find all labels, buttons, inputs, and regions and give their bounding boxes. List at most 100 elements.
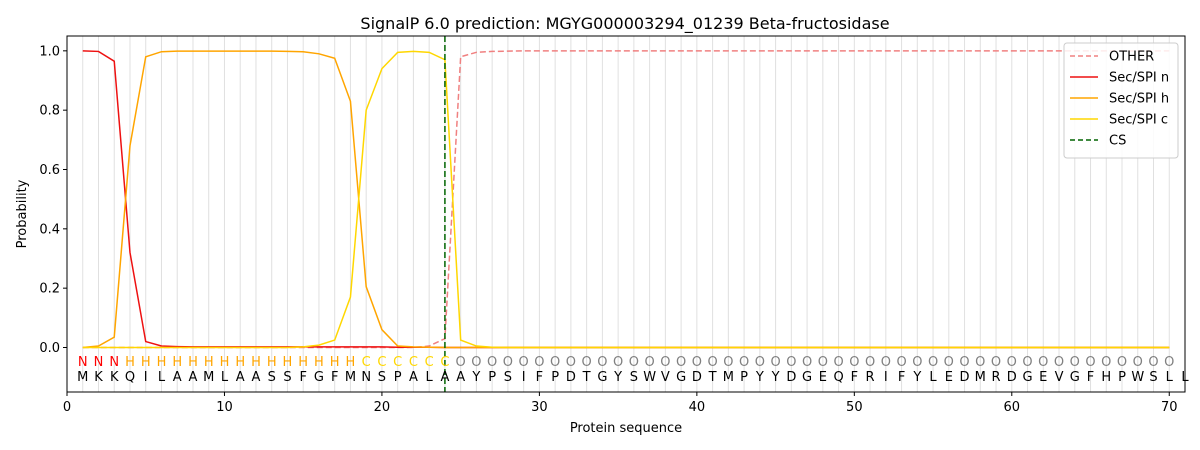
annotation-label: O [471,355,481,370]
annotation-label: O [865,355,875,370]
annotation-label: O [692,355,702,370]
sequence-residue: S [378,370,386,385]
sequence-residue: K [94,370,103,385]
sequence-residue: M [203,370,214,385]
annotation-label: H [346,355,356,370]
annotation-label: O [739,355,749,370]
sequence-residue: L [158,370,166,385]
y-tick-label: 0.4 [39,222,60,237]
sequence-residue: D [786,370,796,385]
sequence-residue: L [929,370,937,385]
annotation-label: O [707,355,717,370]
annotation-label: H [204,355,214,370]
sequence-residue: I [884,370,888,385]
annotation-label: O [519,355,529,370]
annotation-label: O [566,355,576,370]
annotation-label: O [975,355,985,370]
sequence-residue: T [582,370,591,385]
y-tick-label: 0.8 [39,104,60,119]
sequence-residue: P [1118,370,1126,385]
annotation-label: H [235,355,245,370]
sequence-residue: P [394,370,402,385]
annotation-label: O [959,355,969,370]
legend-label: Sec/SPI c [1109,113,1168,128]
sequence-residue: A [173,370,182,385]
series-line-1 [82,50,1170,349]
annotation-label: O [597,355,607,370]
sequence-residue: P [488,370,496,385]
legend: OTHER Sec/SPI n Sec/SPI h Sec/SPI c CS [1063,42,1179,159]
chart-title: SignalP 6.0 prediction: MGYG000003294_01… [360,14,889,34]
sequence-residue: F [331,370,338,385]
sequence-residue: A [189,370,198,385]
sequence-residue: W [1131,370,1144,385]
annotation-label: O [770,355,780,370]
annotation-label: O [550,355,560,370]
sequence-residue: Y [912,370,921,385]
vertical-gridlines [82,36,1186,392]
sequence-residue: G [597,370,607,385]
annotation-label: N [94,355,104,370]
sequence-residue: T [708,370,717,385]
y-tick-label: 1.0 [39,44,60,59]
annotation-label: O [755,355,765,370]
x-tick-label: 10 [216,400,233,415]
sequence-residue: G [1070,370,1080,385]
annotation-label: H [157,355,167,370]
x-tick-label: 70 [1161,400,1178,415]
annotation-label: O [1148,355,1158,370]
sequence-residue: M [723,370,734,385]
annotation-label: O [1117,355,1127,370]
annotation-label: O [534,355,544,370]
annotation-label: O [928,355,938,370]
sequence-residue: Y [771,370,780,385]
x-tick-label: 20 [374,400,391,415]
sequence-residue: G [314,370,324,385]
x-axis-label: Protein sequence [570,421,682,436]
x-tick-label: 60 [1004,400,1021,415]
annotation-label: O [1070,355,1080,370]
x-tick-label: 50 [846,400,863,415]
sequence-residue: Q [125,370,135,385]
annotation-label: O [1022,355,1032,370]
sequence-residue: Q [833,370,843,385]
annotation-label: O [629,355,639,370]
annotation-label: O [802,355,812,370]
sequence-residue: F [536,370,543,385]
plot-frame [66,35,1186,393]
annotation-label: C [425,355,434,370]
sequence-residue: A [409,370,418,385]
x-tick-label: 30 [531,400,548,415]
annotation-label: O [676,355,686,370]
annotation-label: O [503,355,513,370]
sequence-residue: I [144,370,148,385]
annotation-label: O [833,355,843,370]
sequence-residue: D [960,370,970,385]
sequence-residue: D [566,370,576,385]
annotation-label: H [314,355,324,370]
sequence-residue: P [740,370,748,385]
sequence-residue: S [1149,370,1157,385]
annotation-label: H [172,355,182,370]
annotation-label: C [409,355,418,370]
annotation-label: O [1133,355,1143,370]
sequence-residue: G [802,370,812,385]
sequence-residue: E [1039,370,1047,385]
annotation-label: H [298,355,308,370]
annotation-label: O [818,355,828,370]
annotation-label: O [613,355,623,370]
annotation-label: O [881,355,891,370]
annotation-label: O [582,355,592,370]
legend-label: Sec/SPI h [1109,92,1169,107]
legend-label: CS [1109,134,1126,149]
sequence-residue: A [440,370,449,385]
annotation-label: O [487,355,497,370]
annotation-label: O [944,355,954,370]
annotation-label: O [1085,355,1095,370]
sequence-residue: Y [613,370,622,385]
annotation-label: H [251,355,261,370]
sequence-residue: L [426,370,434,385]
annotation-label: H [330,355,340,370]
sequence-residue: F [299,370,306,385]
